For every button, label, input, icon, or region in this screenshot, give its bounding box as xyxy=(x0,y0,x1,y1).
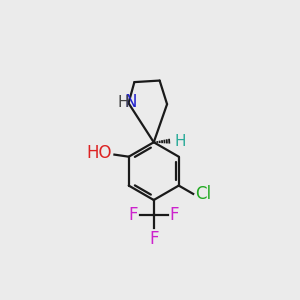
Text: H: H xyxy=(175,134,186,148)
Text: N: N xyxy=(124,94,137,112)
Text: H: H xyxy=(118,95,129,110)
Text: HO: HO xyxy=(86,144,112,162)
Text: F: F xyxy=(129,206,138,224)
Text: F: F xyxy=(169,206,179,224)
Text: F: F xyxy=(149,230,158,248)
Text: Cl: Cl xyxy=(195,185,211,203)
